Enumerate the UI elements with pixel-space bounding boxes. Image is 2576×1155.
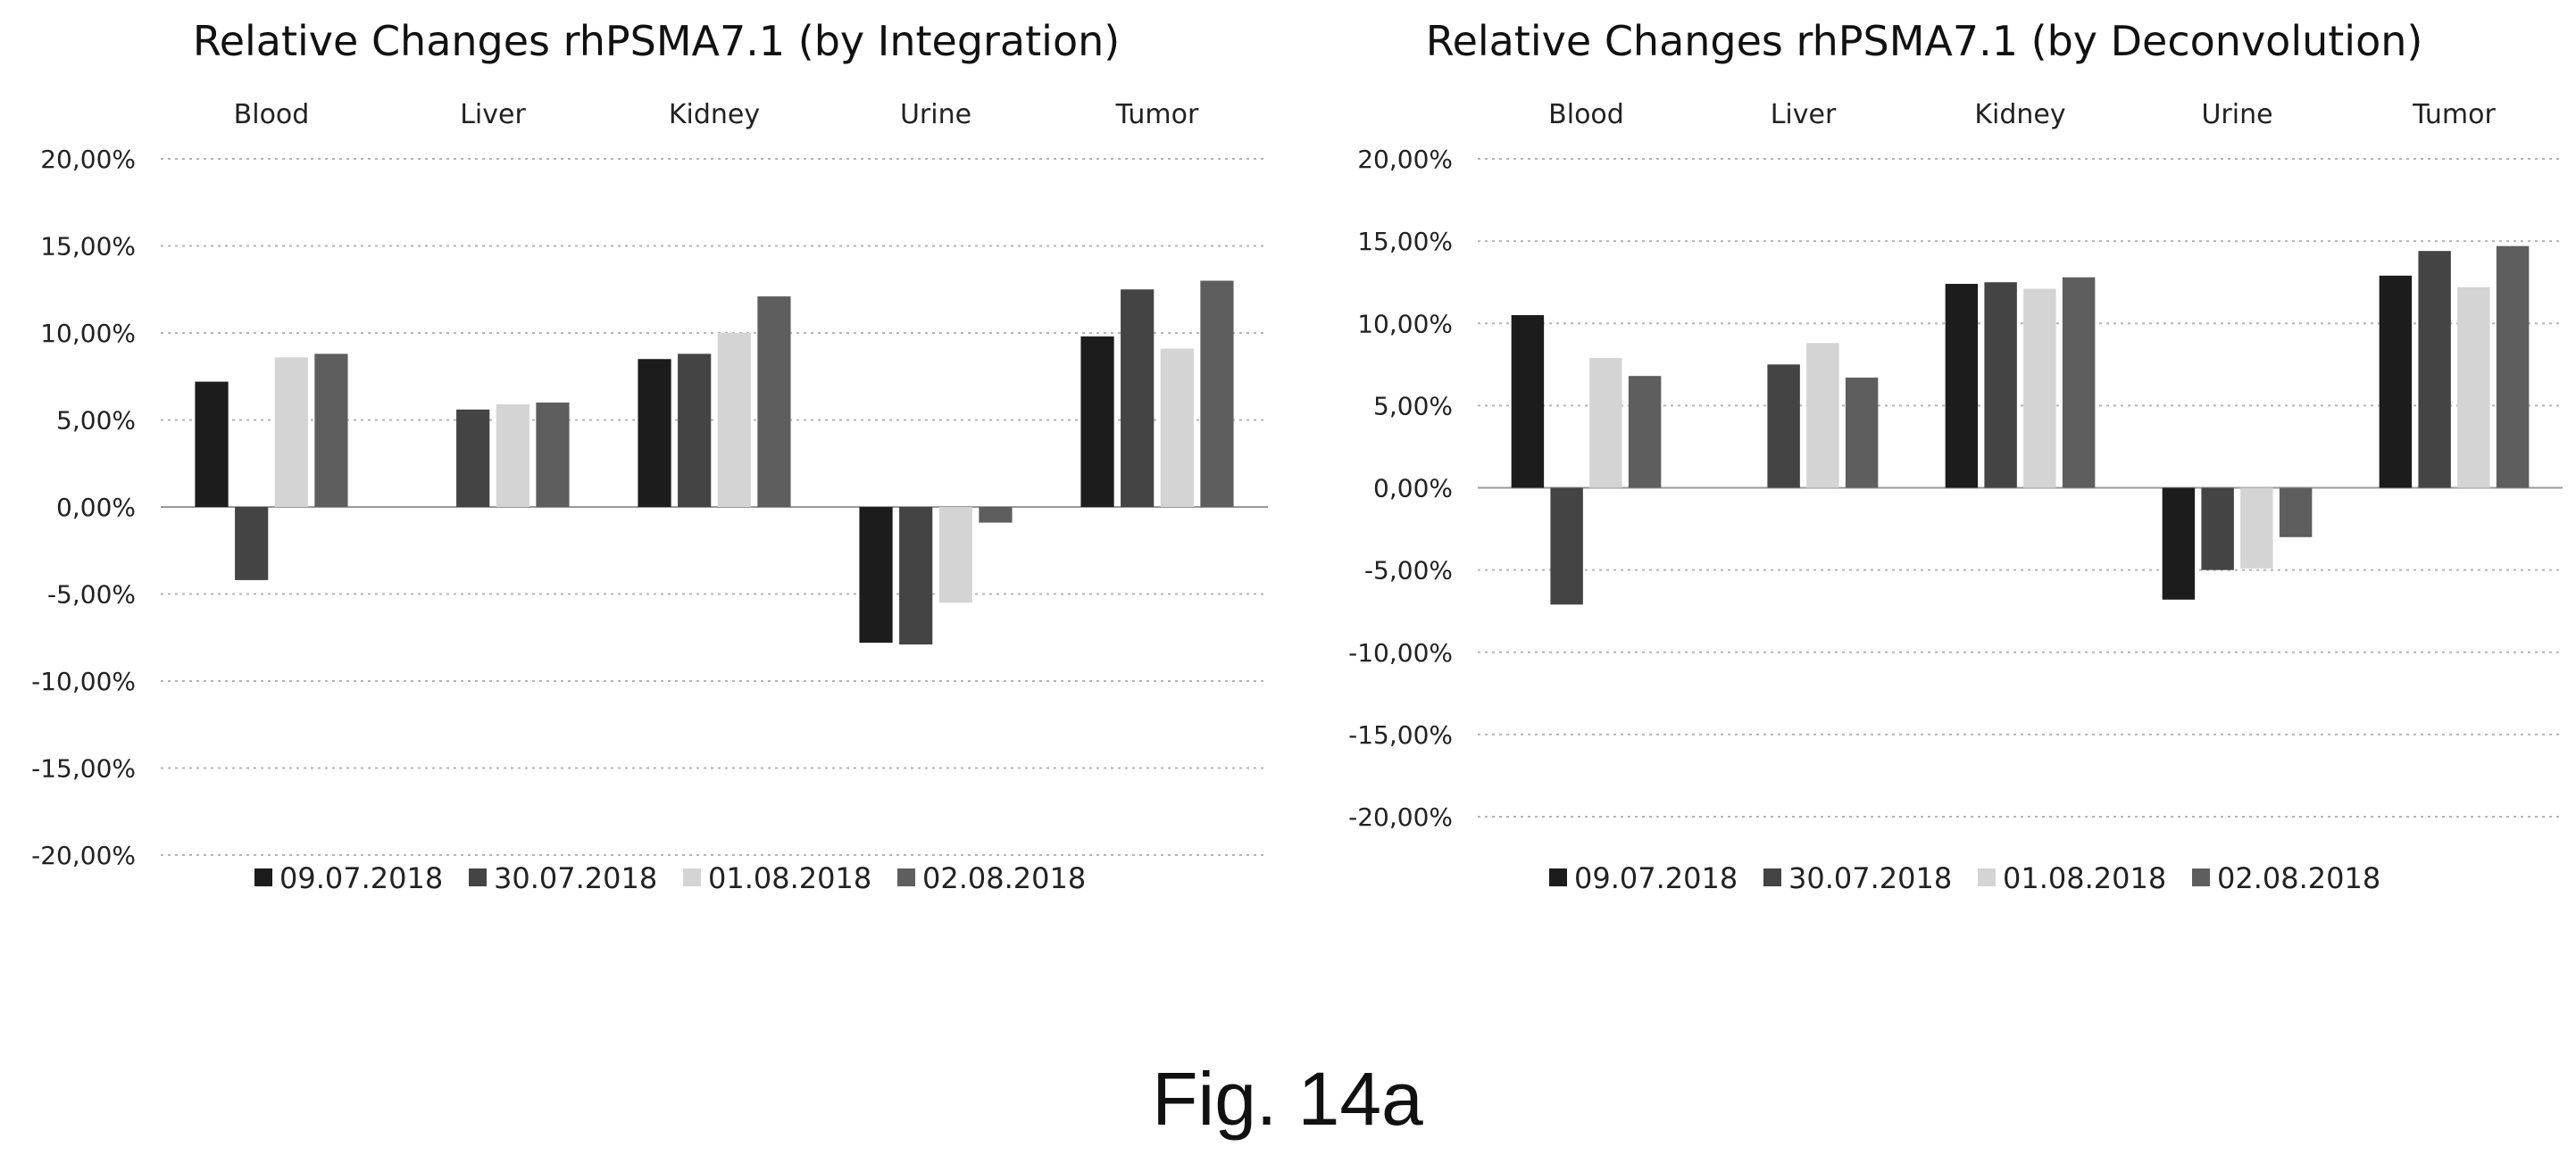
bar bbox=[2279, 487, 2313, 537]
bar bbox=[2023, 288, 2056, 488]
legend-label: 01.08.2018 bbox=[708, 861, 871, 895]
legend-label: 30.07.2018 bbox=[494, 861, 657, 895]
bar bbox=[1121, 289, 1155, 507]
legend-label: 09.07.2018 bbox=[279, 861, 443, 895]
bar bbox=[1628, 376, 1662, 488]
bar bbox=[2496, 245, 2530, 488]
legend-swatch bbox=[254, 868, 272, 886]
chart-title: Relative Changes rhPSMA7.1 (by Deconvolu… bbox=[1426, 17, 2423, 65]
bar bbox=[1984, 282, 2017, 488]
legend-label: 30.07.2018 bbox=[1788, 861, 1952, 895]
bar bbox=[899, 507, 933, 645]
chart-integration: Relative Changes rhPSMA7.1 (by Integrati… bbox=[31, 17, 1268, 895]
bar bbox=[717, 333, 751, 507]
legend-swatch bbox=[1549, 868, 1567, 886]
bar bbox=[235, 507, 269, 580]
legend-swatch bbox=[1978, 868, 1996, 886]
legend-label: 01.08.2018 bbox=[2003, 861, 2166, 895]
bar bbox=[1160, 348, 1194, 507]
bar bbox=[1767, 364, 1800, 488]
legend-swatch bbox=[2192, 868, 2210, 886]
category-label: Tumor bbox=[2412, 99, 2496, 130]
chart-title: Relative Changes rhPSMA7.1 (by Integrati… bbox=[193, 17, 1120, 65]
category-label: Urine bbox=[900, 99, 971, 130]
legend-swatch bbox=[683, 868, 701, 886]
bar bbox=[2162, 487, 2196, 600]
bar bbox=[1511, 315, 1545, 488]
bar bbox=[195, 381, 229, 507]
y-tick-label: -5,00% bbox=[47, 580, 136, 610]
bar bbox=[314, 353, 348, 507]
y-tick-label: 0,00% bbox=[1373, 474, 1453, 503]
legend-swatch bbox=[469, 868, 487, 886]
bar bbox=[1550, 487, 1583, 605]
bar bbox=[638, 359, 671, 507]
legend-label: 02.08.2018 bbox=[2217, 861, 2380, 895]
category-label: Liver bbox=[460, 99, 526, 130]
y-tick-label: -15,00% bbox=[1348, 720, 1453, 750]
bar bbox=[2062, 277, 2096, 488]
category-label: Urine bbox=[2201, 99, 2272, 130]
y-tick-label: 10,00% bbox=[40, 319, 136, 348]
y-tick-label: 5,00% bbox=[1373, 391, 1453, 420]
category-label: Liver bbox=[1771, 99, 1837, 130]
bar bbox=[536, 403, 570, 507]
category-label: Tumor bbox=[1115, 99, 1199, 130]
y-tick-label: 15,00% bbox=[40, 232, 136, 262]
bar bbox=[2418, 251, 2451, 488]
legend-label: 09.07.2018 bbox=[1574, 861, 1738, 895]
chart-deconvolution: Relative Changes rhPSMA7.1 (by Deconvolu… bbox=[1348, 17, 2563, 895]
bar bbox=[274, 357, 308, 507]
category-label: Kidney bbox=[1974, 99, 2065, 130]
bar bbox=[1589, 357, 1622, 488]
bar bbox=[1845, 378, 1879, 488]
category-label: Blood bbox=[234, 99, 310, 130]
y-tick-label: -10,00% bbox=[1348, 638, 1453, 668]
bar bbox=[979, 507, 1013, 523]
legend-swatch bbox=[1763, 868, 1781, 886]
y-tick-label: 0,00% bbox=[56, 493, 136, 522]
bar bbox=[859, 507, 893, 644]
bar bbox=[2379, 275, 2413, 488]
y-tick-label: -20,00% bbox=[1348, 802, 1453, 832]
bar bbox=[2240, 487, 2273, 569]
bar bbox=[1806, 343, 1839, 488]
bar bbox=[1080, 336, 1114, 507]
legend-label: 02.08.2018 bbox=[922, 861, 1086, 895]
y-tick-label: -15,00% bbox=[31, 754, 136, 784]
bar bbox=[1200, 280, 1234, 507]
y-tick-label: 10,00% bbox=[1357, 309, 1453, 338]
bar bbox=[2201, 487, 2234, 570]
y-tick-label: -10,00% bbox=[31, 667, 136, 696]
y-tick-label: 15,00% bbox=[1357, 227, 1453, 256]
figure-caption: Fig. 14a bbox=[1152, 1057, 1423, 1141]
legend-swatch bbox=[897, 868, 915, 886]
y-tick-label: 20,00% bbox=[1357, 145, 1453, 174]
bar bbox=[1945, 284, 1979, 488]
y-tick-label: 20,00% bbox=[40, 145, 136, 174]
bar bbox=[678, 353, 712, 507]
y-tick-label: -5,00% bbox=[1364, 556, 1453, 586]
bar bbox=[938, 507, 972, 603]
bar bbox=[757, 296, 791, 507]
bar bbox=[2457, 287, 2490, 488]
y-tick-label: 5,00% bbox=[56, 406, 136, 436]
y-tick-label: -20,00% bbox=[31, 841, 136, 870]
category-label: Blood bbox=[1548, 99, 1624, 130]
bar bbox=[456, 409, 490, 507]
category-label: Kidney bbox=[669, 99, 760, 130]
bar bbox=[496, 403, 529, 507]
